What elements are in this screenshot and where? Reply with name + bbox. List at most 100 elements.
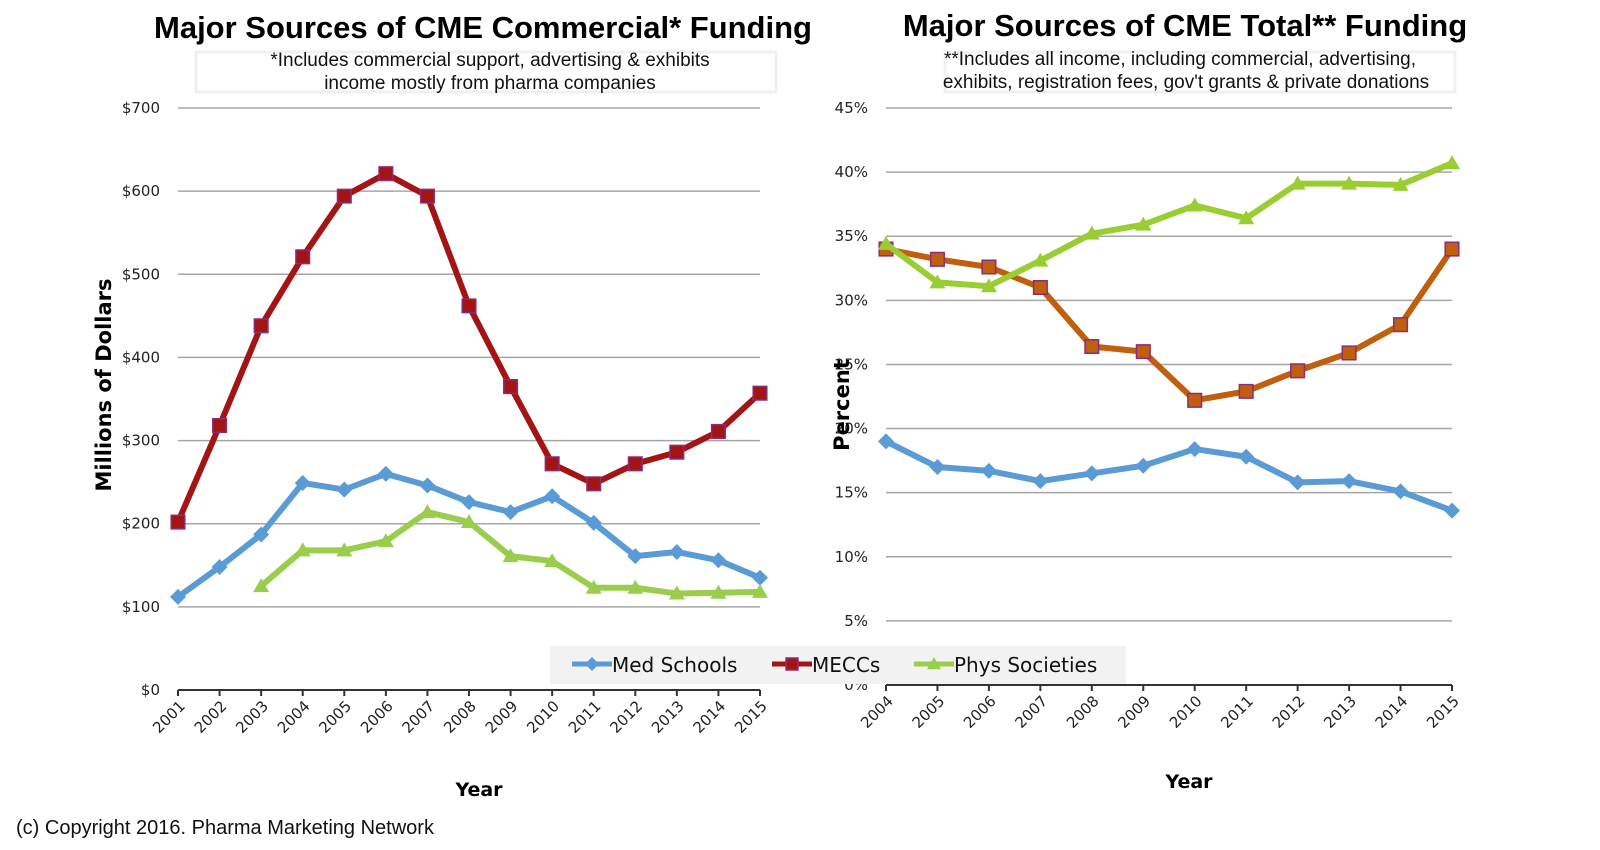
data-point-diamond (502, 504, 519, 521)
legend: Med Schools MECCs Phys Societies (550, 646, 1126, 684)
data-point-triangle (668, 585, 685, 600)
y-tick-label: $0 (141, 681, 160, 699)
series-group (878, 155, 1460, 519)
legend-label: MECCs (812, 653, 880, 677)
chart-subtitle-line-1: *Includes commercial support, advertisin… (270, 50, 709, 71)
diamond-marker-icon (585, 657, 599, 671)
y-tick-labels: $0 $100 $200 $300 $400 $500 $600 $700 (122, 99, 160, 699)
y-tick-label: $500 (122, 265, 160, 283)
series-meccs (878, 241, 1460, 408)
x-tick-label: 2013 (648, 697, 688, 737)
data-point-triangle (585, 579, 602, 594)
data-point-square (1084, 338, 1100, 355)
subtitle-box (943, 50, 1457, 94)
data-point-square (981, 259, 997, 275)
data-point-diamond (585, 514, 602, 531)
data-point-diamond (1032, 473, 1049, 490)
y-tick-label: $300 (122, 432, 160, 450)
series-phys-societies (253, 504, 768, 600)
series-line (884, 160, 1454, 290)
y-axis-label: Millions of Dollars (92, 278, 116, 491)
data-point-diamond (253, 526, 270, 543)
data-point-diamond (419, 477, 436, 494)
x-tick-label: 2014 (690, 697, 730, 737)
commercial-funding-chart: Major Sources of CME Commercial* Funding… (92, 10, 812, 801)
data-point-diamond (929, 459, 946, 476)
data-point-square (378, 166, 394, 182)
data-point-triangle (980, 278, 997, 293)
data-point-square (212, 418, 228, 434)
data-point-triangle (1289, 175, 1306, 190)
data-point-triangle (1083, 225, 1100, 240)
data-point-diamond (710, 552, 727, 569)
chart-title: Major Sources of CME Commercial* Funding (154, 10, 812, 45)
series-med-schools (878, 433, 1460, 519)
legend-item-meccs: MECCs (772, 653, 880, 677)
y-tick-label: $600 (122, 182, 160, 200)
data-point-triangle (627, 579, 644, 594)
data-point-triangle (377, 533, 394, 548)
data-point-square (1187, 392, 1203, 408)
data-point-triangle (1444, 155, 1460, 170)
triangle-marker-icon (927, 657, 941, 670)
legend-background (550, 646, 1126, 684)
data-point-square (627, 456, 643, 472)
data-point-square (461, 298, 477, 314)
data-point-triangle (1135, 216, 1152, 231)
series-line (885, 246, 1455, 404)
gridlines (886, 107, 1452, 622)
data-point-square (295, 249, 311, 265)
x-tick-label: 2012 (606, 697, 646, 737)
x-tick-label: 2006 (357, 697, 397, 737)
data-point-diamond (878, 433, 894, 450)
data-point-square (1444, 241, 1460, 257)
y-tick-label: 10% (835, 548, 868, 566)
x-tick-label: 2014 (1372, 692, 1412, 732)
y-tick-label: 40% (835, 163, 868, 181)
chart-subtitle-line-2: exhibits, registration fees, gov't grant… (943, 72, 1429, 93)
x-tick-label: 2001 (149, 697, 189, 737)
data-point-square (1135, 344, 1151, 360)
data-point-square (586, 476, 602, 492)
series-phys-societies (878, 155, 1460, 293)
data-point-diamond (1083, 465, 1100, 482)
series-line (884, 438, 1454, 514)
series-meccs (170, 166, 768, 530)
data-point-square (1032, 279, 1048, 296)
data-point-diamond (336, 481, 353, 498)
data-point-square (170, 514, 186, 530)
x-tick-label: 2013 (1320, 692, 1360, 732)
x-tick-label: 2008 (1063, 692, 1103, 732)
data-point-triangle (419, 504, 436, 519)
x-tick-label: 2010 (1166, 692, 1206, 732)
x-tick-label: 2009 (482, 697, 522, 737)
series-med-schools (170, 465, 768, 605)
data-point-triangle (294, 542, 311, 557)
x-tick-label: 2005 (909, 692, 949, 732)
data-point-diamond (1238, 448, 1255, 465)
data-point-triangle (929, 274, 946, 289)
data-point-diamond (752, 569, 768, 586)
y-tick-label: $200 (122, 515, 160, 533)
legend-item-phys-societies: Phys Societies (914, 653, 1097, 677)
x-tick-label: 2011 (565, 697, 605, 737)
x-tick-label: 2010 (523, 697, 563, 737)
data-point-square (1393, 317, 1409, 333)
y-tick-labels: 0%5%10%15%20%25%30%35%40%45% (835, 99, 868, 694)
data-point-diamond (1135, 457, 1152, 474)
data-point-triangle (1186, 197, 1203, 212)
data-point-diamond (1444, 502, 1460, 519)
data-point-square (669, 444, 685, 460)
data-point-square (710, 423, 726, 439)
x-tick-label: 2002 (191, 697, 231, 737)
legend-label: Med Schools (612, 653, 737, 677)
x-tick-label: 2015 (731, 697, 771, 737)
data-point-square (1290, 363, 1306, 379)
x-axis-label: Year (454, 779, 503, 801)
data-point-diamond (544, 488, 561, 505)
y-tick-label: 35% (835, 227, 868, 245)
data-point-diamond (1341, 473, 1358, 490)
x-tick-label: 2004 (857, 692, 897, 732)
y-tick-label: $700 (122, 99, 160, 117)
